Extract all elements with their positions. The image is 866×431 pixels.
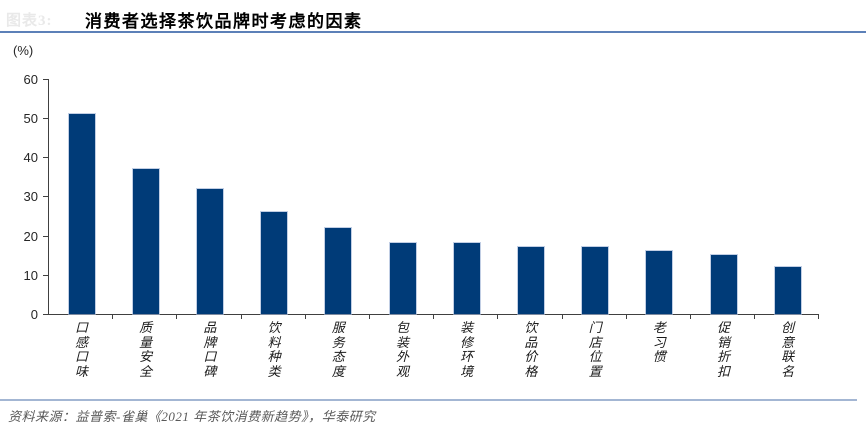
- figure-number-label: 图表3:: [6, 13, 53, 29]
- bar-4: [261, 212, 288, 314]
- x-axis-category-label: 包装外观: [395, 320, 409, 379]
- y-axis-tick: [43, 118, 48, 119]
- bar-8: [517, 247, 544, 314]
- title-underline: [0, 31, 866, 33]
- x-axis-category-label: 装修环境: [460, 320, 474, 379]
- source-note: 资料来源：益普索-雀巢《2021 年茶饮消费新趋势》，华泰研究: [8, 409, 376, 424]
- x-axis-category-label: 促销折扣: [716, 320, 730, 379]
- y-axis-tick: [43, 235, 48, 237]
- x-axis-category-label: 服务态度: [331, 320, 345, 379]
- x-axis-tick: [561, 314, 563, 319]
- x-axis-tick: [369, 314, 370, 319]
- bar-3: [196, 188, 223, 314]
- x-axis-tick: [112, 314, 114, 319]
- x-axis-category-label: 创意联名: [781, 320, 795, 379]
- bar-12: [774, 266, 801, 314]
- footer-divider: [0, 399, 857, 401]
- x-axis-tick: [625, 314, 627, 319]
- y-axis-tick-label: 40: [23, 150, 38, 166]
- y-axis-tick: [43, 78, 48, 80]
- x-axis-tick: [497, 314, 499, 319]
- x-axis-category-label: 品牌口碑: [203, 320, 217, 379]
- x-axis-tick: [754, 314, 756, 319]
- x-axis-category-label: 门店位置: [588, 320, 602, 379]
- x-axis-category-label: 饮品价格: [524, 320, 538, 379]
- y-axis-tick: [43, 196, 48, 198]
- x-axis-tick: [690, 314, 691, 319]
- y-axis-tick: [43, 274, 48, 276]
- x-axis-category-label: 老习惯: [652, 320, 666, 365]
- y-axis-tick-label: 0: [30, 307, 38, 322]
- y-axis-tick-label: 30: [23, 189, 38, 205]
- y-axis-tick: [43, 314, 48, 315]
- y-axis-tick: [43, 157, 48, 159]
- figure-title: 消费者选择茶饮品牌时考虑的因素: [85, 12, 363, 31]
- bar-10: [646, 251, 673, 314]
- y-axis-tick-label: 60: [23, 71, 38, 87]
- y-axis-tick-label: 20: [23, 228, 38, 244]
- x-axis-category-label: 质量安全: [139, 320, 153, 379]
- x-axis-category-label: 口感口味: [74, 320, 88, 379]
- y-axis-unit-label: (%): [13, 43, 34, 58]
- bar-7: [453, 243, 480, 314]
- x-axis-tick: [818, 314, 820, 319]
- y-axis-line: [48, 79, 49, 315]
- x-axis-tick: [433, 314, 435, 319]
- y-axis-tick-label: 50: [23, 111, 38, 126]
- bar-1: [68, 114, 95, 314]
- x-axis-category-label: 饮料种类: [267, 320, 281, 379]
- bar-11: [710, 255, 737, 314]
- x-axis-tick: [304, 314, 306, 319]
- bar-5: [325, 227, 352, 314]
- bar-2: [132, 168, 159, 314]
- bar-6: [389, 243, 416, 314]
- y-axis-tick-label: 10: [23, 267, 38, 283]
- bar-9: [582, 247, 609, 314]
- x-axis-tick: [176, 314, 178, 319]
- x-axis-tick: [240, 314, 242, 319]
